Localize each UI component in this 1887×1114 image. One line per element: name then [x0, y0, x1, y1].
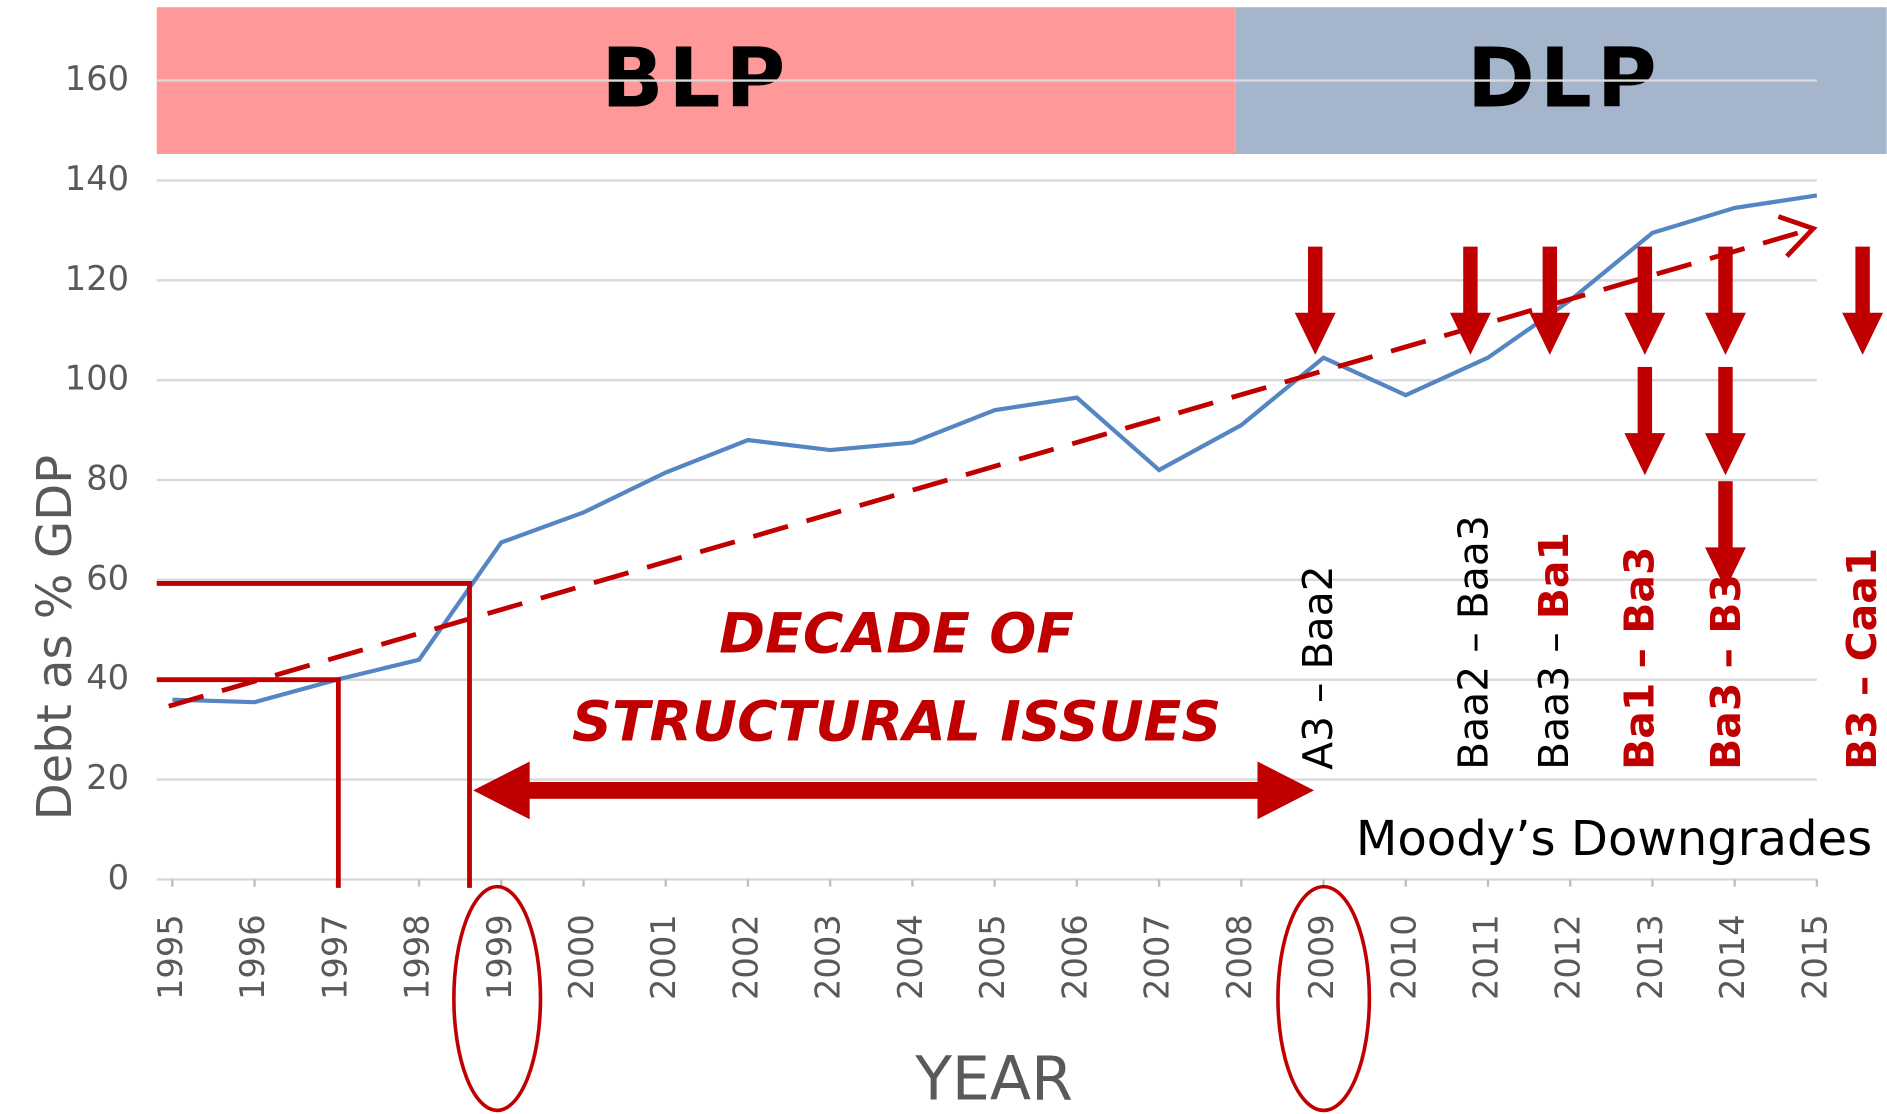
x-tick-label: 1997 [315, 914, 354, 1000]
x-tick-label: 2008 [1220, 914, 1259, 1000]
circle-1999 [452, 884, 543, 1113]
arrow-head-right [1257, 761, 1315, 820]
x-tick-label: 2011 [1466, 914, 1505, 1000]
y-axis-label: Debt as % GDP [27, 455, 83, 821]
trend-arrowhead [1777, 214, 1818, 258]
rating-part: Baa3 – [1530, 619, 1578, 770]
down-arrow [1705, 366, 1746, 476]
x-tick-label: 2015 [1795, 914, 1834, 1000]
y-tick-label: 120 [65, 259, 129, 298]
rating-part: B3 – Caa1 [1838, 548, 1886, 770]
x-tick-label: 2007 [1138, 914, 1177, 1000]
y-tick-label: 20 [86, 758, 129, 797]
rating-label: Baa3 – Ba1 [1530, 532, 1578, 770]
rating-part: Ba1 – Ba3 [1615, 547, 1663, 770]
down-arrow [1449, 246, 1491, 355]
y-tick-label: 160 [65, 59, 129, 98]
y-tick-label: 40 [86, 658, 129, 697]
blp-label: BLP [601, 32, 790, 127]
downgrade-arrows [1294, 246, 1884, 590]
rating-part: Ba1 [1530, 532, 1578, 619]
x-tick-label: 2004 [891, 914, 930, 1000]
arrow-head-left [473, 761, 530, 820]
rating-label: A3 – Baa2 [1294, 565, 1342, 770]
x-tick-label: 1995 [151, 914, 190, 1000]
down-arrow [1842, 246, 1884, 355]
downgrades-title: Moody’s Downgrades [1356, 811, 1872, 867]
x-tick-label: 2000 [562, 914, 601, 1000]
y-tick-label: 60 [86, 558, 129, 597]
rating-label: B3 – Caa1 [1838, 548, 1886, 770]
ratings: A3 – Baa2 Baa2 – Baa3 Baa3 – Ba1 Ba1 – Ba3 B… [1294, 515, 1886, 770]
x-tick-label: 2005 [973, 914, 1012, 1000]
rating-part: Ba3 – B3 [1702, 574, 1750, 770]
decade-arrow [473, 761, 1315, 820]
x-tick-label: 2003 [809, 914, 848, 1000]
y-tick-label: 80 [86, 459, 129, 498]
x-tick-label: 2010 [1384, 914, 1423, 1000]
x-tick-label: 1996 [233, 914, 272, 1000]
x-tick-label: 2006 [1055, 914, 1094, 1000]
rating-label: Baa2 – Baa3 [1449, 515, 1497, 770]
decade-line2: STRUCTURAL ISSUES [572, 691, 1221, 755]
rating-label: Ba3 – B3 [1702, 574, 1750, 770]
dlp-label: DLP [1467, 32, 1661, 127]
guide-1997 [156, 677, 341, 888]
rating-part: Baa2 – Baa3 [1449, 515, 1497, 770]
x-tick-label: 2002 [726, 914, 765, 1000]
x-tick-label: 2014 [1713, 914, 1752, 1000]
down-arrow [1624, 366, 1666, 476]
down-arrow [1624, 246, 1666, 355]
guide-1999 [156, 581, 472, 888]
decade-line1: DECADE OF [719, 603, 1074, 667]
x-tick-label: 2013 [1631, 914, 1670, 1000]
down-arrow [1294, 246, 1336, 355]
trend-line [168, 228, 1806, 709]
y-tick-label: 140 [65, 159, 129, 198]
y-tick-label: 100 [65, 359, 129, 398]
annotations [156, 214, 1818, 1113]
down-arrow [1705, 246, 1746, 355]
x-tick-label: 2001 [644, 914, 683, 1000]
circle-2009 [1276, 884, 1372, 1113]
grid: 0 20 40 60 80 100 120 140 160 1995 1996 1997 1998 199… [65, 59, 1835, 1000]
x-axis-label: YEAR [914, 1044, 1073, 1114]
x-tick-label: 1999 [480, 914, 519, 1000]
x-tick-label: 2009 [1302, 914, 1341, 1000]
y-tick-label: 0 [108, 858, 129, 897]
rating-label: Ba1 – Ba3 [1615, 547, 1663, 770]
arrow-shaft [523, 781, 1270, 799]
rating-part: A3 – Baa2 [1294, 565, 1342, 770]
x-tick-label: 1998 [398, 914, 437, 1000]
x-tick-label: 2012 [1549, 914, 1588, 1000]
